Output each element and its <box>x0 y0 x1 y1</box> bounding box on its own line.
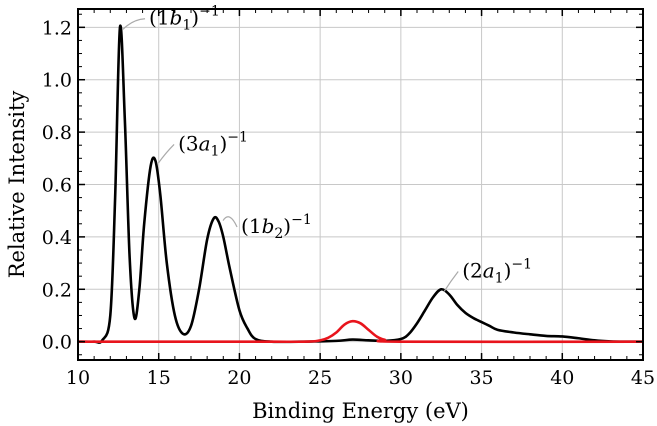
x-tick-label: 15 <box>147 367 171 389</box>
tick-layer: 10 15 20 25 30 35 40 45 0.0 0.2 0.4 0.6 0.8 1.0 1.2 <box>42 9 655 389</box>
y-tick-label: 0.4 <box>42 227 72 249</box>
x-tick-label: 10 <box>66 367 90 389</box>
grid <box>77 9 644 360</box>
series-line-2 <box>78 319 644 344</box>
annotation-arrow <box>222 216 238 228</box>
annotation-label: (2a1)−1 <box>462 256 532 286</box>
y-tick-label: 0.6 <box>42 175 72 197</box>
x-tick-label: 25 <box>308 367 332 389</box>
x-tick-label: 45 <box>631 367 655 389</box>
annotation-label: (3a1)−1 <box>178 129 248 159</box>
annotation-layer: (1b1)−1 (3a1)−1 (1b2)−1 (2a1)−1 <box>122 4 532 292</box>
y-tick-label: 0.0 <box>42 332 72 354</box>
annotation-arrow <box>157 144 175 164</box>
y-tick-label: 1.0 <box>42 70 72 92</box>
y-tick-label: 0.2 <box>42 279 72 301</box>
x-tick-label: 40 <box>550 367 574 389</box>
series-layer <box>77 24 644 344</box>
annotation-label: (1b2)−1 <box>241 212 312 242</box>
y-tick-label: 0.8 <box>42 122 72 144</box>
x-axis-title: Binding Energy (eV) <box>252 399 469 423</box>
annotation-arrow <box>443 271 459 292</box>
x-tick-label: 30 <box>389 367 413 389</box>
annotation-arrow <box>122 18 146 30</box>
annotation-label: (1b1)−1 <box>149 4 220 34</box>
y-axis-title: Relative Intensity <box>5 91 29 279</box>
y-tick-label: 1.2 <box>42 17 72 39</box>
x-tick-label: 20 <box>227 367 251 389</box>
x-tick-label: 35 <box>469 367 493 389</box>
series-line-1 <box>77 24 644 344</box>
